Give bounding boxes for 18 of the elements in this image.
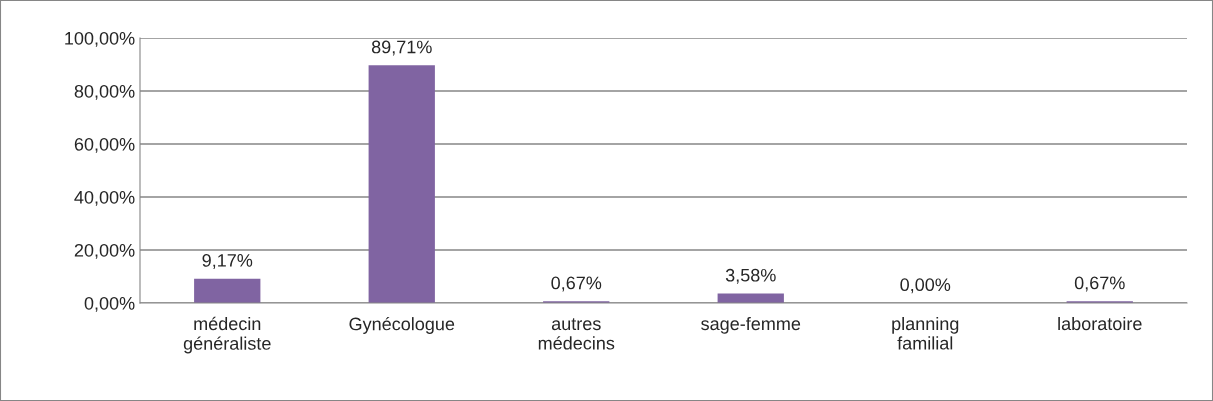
data-label: 0,67%	[1074, 276, 1125, 292]
x-tick-label: Gynécologue	[349, 316, 455, 334]
data-label: 3,58%	[725, 268, 776, 284]
data-label: 89,71%	[371, 40, 432, 56]
y-tick-label: 80,00%	[74, 84, 135, 100]
x-tick-label: planning familial	[892, 316, 959, 350]
x-tick-label: autres médecins	[538, 318, 615, 350]
data-label: 0,67%	[551, 276, 602, 292]
x-tick-label: médecin généraliste	[183, 316, 271, 354]
y-tick-label: 40,00%	[74, 190, 135, 206]
data-label: 0,00%	[900, 278, 951, 294]
x-tick-label: sage-femme	[701, 316, 801, 334]
y-tick-label: 0,00%	[84, 296, 135, 312]
data-label: 9,17%	[202, 254, 253, 269]
x-tick-label: laboratoire	[1058, 316, 1142, 331]
y-tick-label: 60,00%	[74, 137, 135, 153]
y-tick-label: 100,00%	[65, 31, 135, 47]
y-tick-label: 20,00%	[74, 243, 135, 259]
